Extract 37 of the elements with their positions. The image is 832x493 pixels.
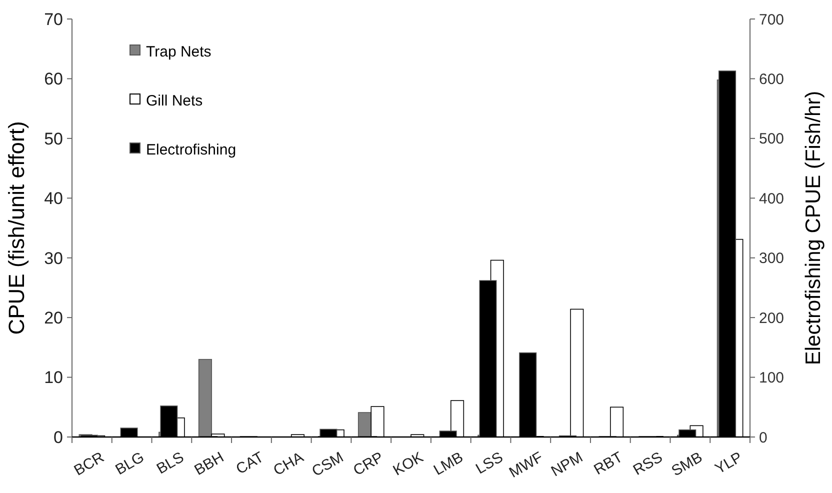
y-tick-label: 10 [44,368,63,388]
y2-tick-label: 0 [759,429,768,446]
x-tick-label: CRP [350,448,386,480]
x-tick-label: BLS [154,448,187,478]
y2-tick-label: 500 [759,130,784,148]
y2-tick-label: 400 [759,190,784,208]
y-tick-label: 30 [44,248,63,268]
x-tick-label: NPM [548,448,586,480]
x-tick-label: KOK [390,448,426,480]
x-tick-label: LSS [472,448,506,478]
x-tick-label: CHA [270,448,307,480]
legend-label: Electrofishing [146,141,236,158]
x-tick-label: CSM [309,448,346,480]
y-tick-label: 40 [44,189,63,208]
y2-tick-label: 600 [759,70,784,88]
y2-tick-label: 100 [759,370,784,387]
x-tick-label: BCR [71,448,108,480]
x-tick-label: BBH [192,448,227,479]
y2-axis-title: Electrofishing CPUE (Fish/hr) [802,90,825,366]
x-tick-label: YLP [712,448,746,478]
x-tick-label: BLG [112,448,148,479]
x-tick-label: CAT [233,448,267,478]
legend-label: Gill Nets [146,92,203,110]
y-tick-label: 20 [44,308,63,328]
y-axis-title: CPUE (fish/unit effort) [4,121,29,335]
y-tick-label: 70 [44,10,63,29]
legend-label: Trap Nets [146,43,212,60]
y-tick-label: 50 [44,129,63,148]
y2-tick-label: 200 [759,310,784,327]
y2-tick-label: 700 [759,11,784,28]
x-tick-label: RSS [630,448,666,479]
x-tick-label: LMB [430,448,466,479]
x-tick-label: RBT [591,448,626,479]
y-tick-label: 0 [54,428,63,447]
y2-tick-label: 300 [759,250,784,268]
x-tick-label: SMB [668,448,706,480]
y-tick-label: 60 [44,70,63,89]
